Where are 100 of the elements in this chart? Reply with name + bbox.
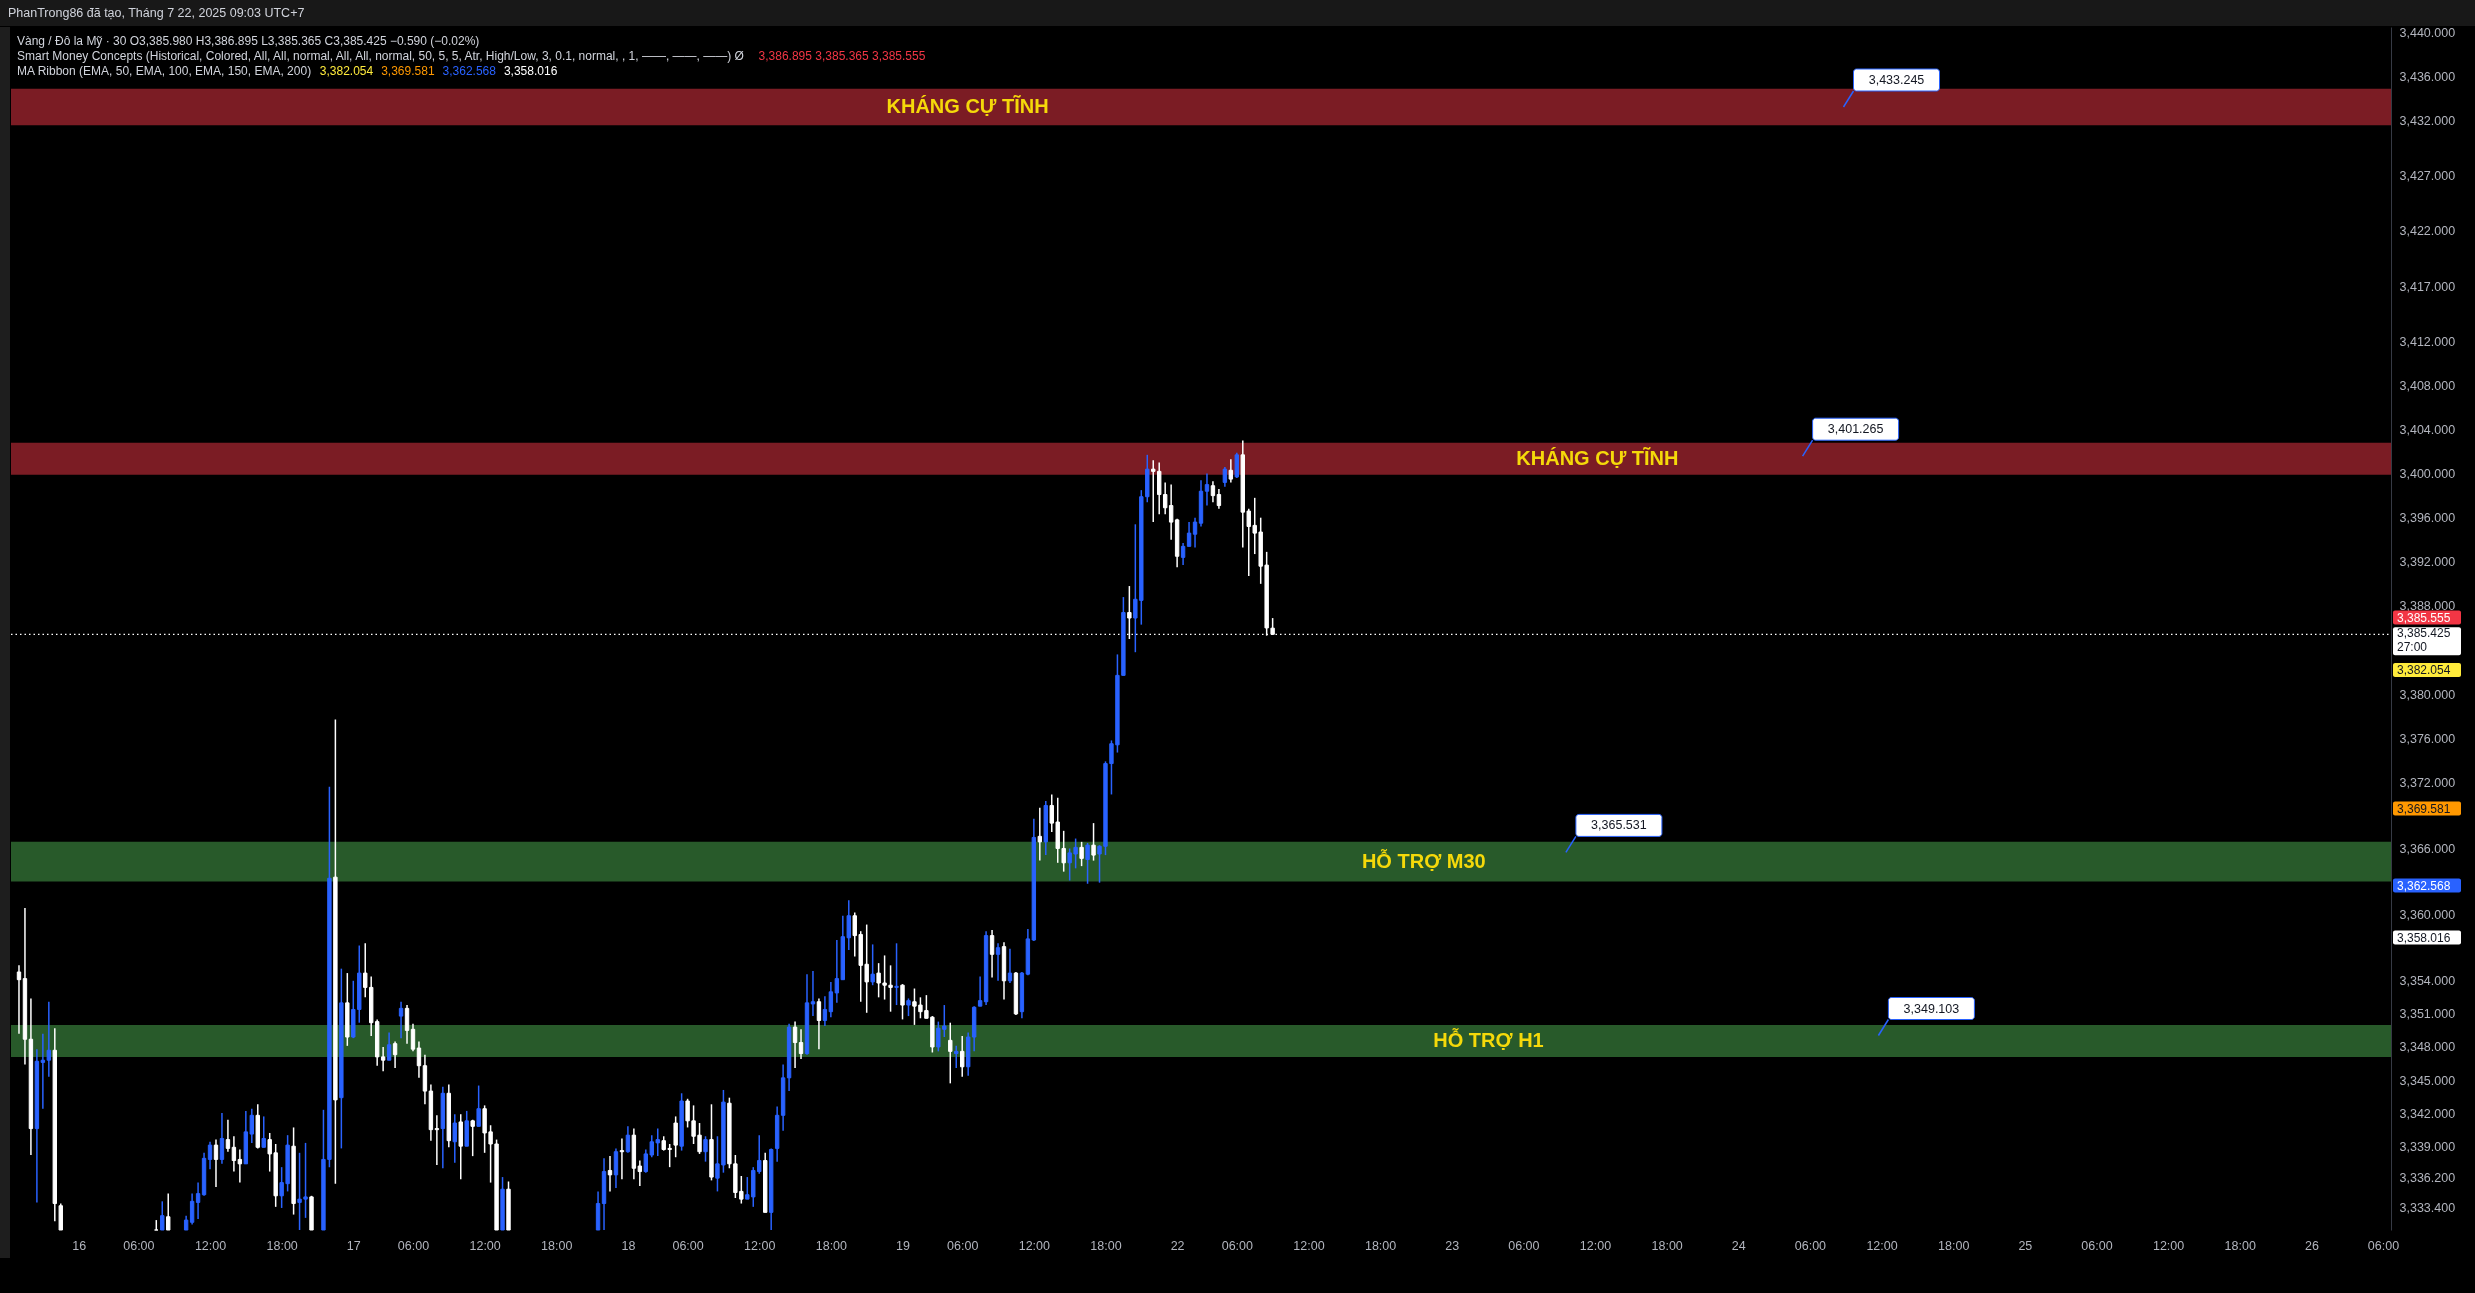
candlestick: [816, 997, 822, 1050]
annotation: 3,362.568: [442, 63, 497, 78]
candlestick: [703, 1135, 708, 1163]
candlestick: [166, 1192, 171, 1231]
candlestick: [1234, 451, 1240, 479]
candlestick: [822, 995, 828, 1027]
annotation: 3,365.531: [1591, 818, 1647, 833]
y-tick-label: 3,333.400: [2399, 1201, 2456, 1216]
candlestick: [798, 1028, 804, 1060]
ref-line-label: 3,385.425 27:00: [2397, 626, 2451, 655]
candlestick: [948, 1021, 953, 1085]
candlestick: [954, 1045, 959, 1069]
y-tick-label: 3,342.000: [2399, 1106, 2456, 1121]
text: 3,382.054: [2397, 663, 2451, 677]
x-tick-label: 06:00: [1221, 1238, 1254, 1253]
annotation: 3,349.103: [1903, 1001, 1960, 1016]
y-tick-label: 3,376.000: [2399, 731, 2456, 746]
text: 3,369.581: [2397, 801, 2451, 816]
candlestick: [1180, 542, 1186, 566]
y-tick-label: 3,400.000: [2399, 467, 2456, 482]
candlestick: [452, 1113, 457, 1164]
x-tick-label: 06:00: [2081, 1238, 2113, 1253]
y-tick-label: 3,348.000: [2399, 1040, 2456, 1055]
candlestick: [207, 1141, 213, 1171]
y-tick-label: 3,392.000: [2399, 555, 2456, 570]
y-tick-label: 3,372.000: [2399, 775, 2456, 790]
candlestick: [476, 1084, 481, 1128]
candlestick: [995, 942, 1001, 982]
y-tick-label: 3,427.000: [2399, 169, 2456, 184]
x-tick-label: 06:00: [672, 1238, 704, 1253]
annotation: 3,382.054: [319, 63, 374, 78]
annotation: 3,358.016: [503, 63, 558, 78]
x-tick-label: 18:00: [266, 1238, 298, 1253]
candlestick: [189, 1192, 195, 1226]
text: 3,358.016: [2397, 930, 2451, 945]
candlestick: [1186, 521, 1192, 548]
candlestick: [977, 975, 983, 1007]
x-tick-label: 06:00: [397, 1238, 430, 1253]
candlestick: [1091, 822, 1096, 862]
candlestick: [1037, 806, 1043, 862]
x-tick-label: 12:00: [1018, 1238, 1051, 1253]
candlestick: [673, 1115, 678, 1158]
y-tick-label: 3,408.000: [2399, 378, 2456, 393]
candlestick: [1210, 480, 1216, 503]
candlestick: [1007, 948, 1013, 984]
chart-title: PhanTrong86 đã tạo, Tháng 7 22, 2025 09:03 UTC+7: [8, 6, 305, 20]
y-tick-label: 3,345.000: [2399, 1073, 2456, 1088]
x-tick-label: 06:00: [123, 1238, 155, 1253]
candlestick: [960, 1035, 965, 1078]
x-tick-label: 26: [2304, 1238, 2319, 1253]
candlestick: [1192, 516, 1198, 549]
candlestick: [416, 1040, 422, 1079]
x-tick-label: 18:00: [2224, 1238, 2256, 1253]
x-tick-label: 16: [72, 1238, 87, 1253]
x-tick-label: 17: [346, 1238, 361, 1253]
x-tick-label: 18: [621, 1238, 636, 1253]
y-tick-label: 3,404.000: [2399, 422, 2456, 437]
y-tick-label: 3,440.000: [2399, 26, 2456, 41]
candlestick: [1216, 488, 1222, 510]
candlestick: [160, 1200, 165, 1231]
x-tick-label: 18:00: [541, 1238, 573, 1253]
candlestick: [16, 964, 22, 1035]
band-label: HỖ TRỢ H1: [1433, 1027, 1544, 1051]
band-label: HỖ TRỢ M30: [1361, 848, 1486, 872]
x-tick-label: 18:00: [815, 1238, 848, 1253]
annotation: 3,401.265: [1827, 422, 1884, 437]
x-tick-label: 12:00: [1293, 1238, 1325, 1253]
x-tick-label: 06:00: [1508, 1238, 1540, 1253]
x-tick-label: 18:00: [1364, 1238, 1397, 1253]
x-tick-label: 06:00: [947, 1238, 979, 1253]
annotation: 3,433.245: [1868, 73, 1925, 87]
candlestick: [1204, 472, 1210, 507]
y-tick-label: 3,417.000: [2399, 279, 2456, 294]
annotation: 3,369.581: [381, 63, 435, 78]
x-tick-label: 25: [2018, 1238, 2033, 1253]
x-tick-label: 18:00: [1090, 1238, 1122, 1253]
candlestick: [398, 1001, 404, 1039]
x-tick-label: 24: [1731, 1238, 1746, 1253]
candlestick: [900, 983, 905, 1021]
candlestick: [434, 1114, 440, 1166]
candlestick: [213, 1138, 219, 1188]
x-tick-label: 12:00: [2152, 1238, 2185, 1253]
candlestick: [225, 1118, 231, 1153]
candlestick: [792, 1020, 798, 1069]
y-tick-label: 3,380.000: [2399, 687, 2456, 702]
candlestick: [619, 1137, 625, 1181]
y-tick-label: 3,360.000: [2399, 908, 2456, 923]
y-tick-label: 3,396.000: [2399, 511, 2456, 526]
candlestick: [261, 1115, 266, 1149]
y-tick-label: 3,354.000: [2399, 974, 2456, 989]
candlestick: [607, 1155, 613, 1193]
candlestick: [870, 943, 875, 986]
band-label: KHÁNG CỰ TĨNH: [1516, 446, 1679, 469]
x-tick-label: 12:00: [194, 1238, 227, 1253]
candlestick: [810, 970, 816, 1017]
y-tick-label: 3,432.000: [2399, 114, 2456, 129]
y-tick-label: 3,339.000: [2399, 1139, 2456, 1154]
y-tick-label: 3,422.000: [2399, 224, 2456, 239]
candlestick: [195, 1181, 201, 1220]
candlestick: [386, 1031, 392, 1061]
